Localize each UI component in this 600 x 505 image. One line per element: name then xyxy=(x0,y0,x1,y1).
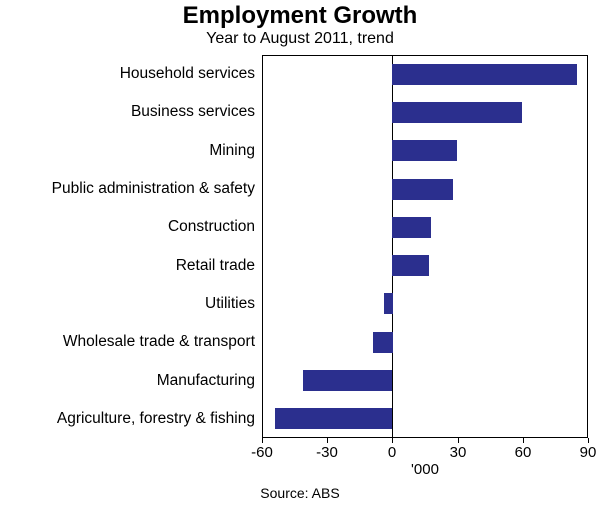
x-axis-unit-label: '000 xyxy=(411,461,439,478)
category-label: Mining xyxy=(209,142,255,159)
x-tick-mark xyxy=(262,438,263,443)
bar xyxy=(275,408,392,429)
bar xyxy=(392,102,522,123)
category-label: Business services xyxy=(130,103,255,120)
x-tick-label: 0 xyxy=(387,444,397,461)
x-tick-mark xyxy=(392,438,393,443)
category-label: Wholesale trade & transport xyxy=(62,333,255,350)
category-label: Manufacturing xyxy=(156,372,255,389)
bar xyxy=(392,179,453,200)
x-tick-label: 60 xyxy=(514,444,532,461)
category-label: Household services xyxy=(119,65,255,82)
category-label: Construction xyxy=(167,218,255,235)
bar xyxy=(303,370,392,391)
chart-title: Employment Growth xyxy=(182,2,418,29)
x-tick-mark xyxy=(458,438,459,443)
bar xyxy=(392,64,577,85)
x-tick-label: 90 xyxy=(579,444,597,461)
category-label: Retail trade xyxy=(175,257,255,274)
bar xyxy=(392,255,429,276)
x-tick-mark xyxy=(523,438,524,443)
zero-baseline xyxy=(392,55,393,438)
source-note: Source: ABS xyxy=(260,485,340,501)
bar xyxy=(373,332,393,353)
x-tick-mark xyxy=(588,438,589,443)
x-tick-label: 30 xyxy=(449,444,467,461)
x-tick-label: -60 xyxy=(251,444,273,461)
category-label: Agriculture, forestry & fishing xyxy=(56,410,255,427)
category-label: Utilities xyxy=(205,295,255,312)
x-tick-mark xyxy=(327,438,328,443)
bar xyxy=(392,217,431,238)
bar xyxy=(384,293,393,314)
category-label: Public administration & safety xyxy=(51,180,255,197)
chart-subtitle: Year to August 2011, trend xyxy=(206,30,394,47)
bar xyxy=(392,140,457,161)
x-tick-label: -30 xyxy=(316,444,338,461)
